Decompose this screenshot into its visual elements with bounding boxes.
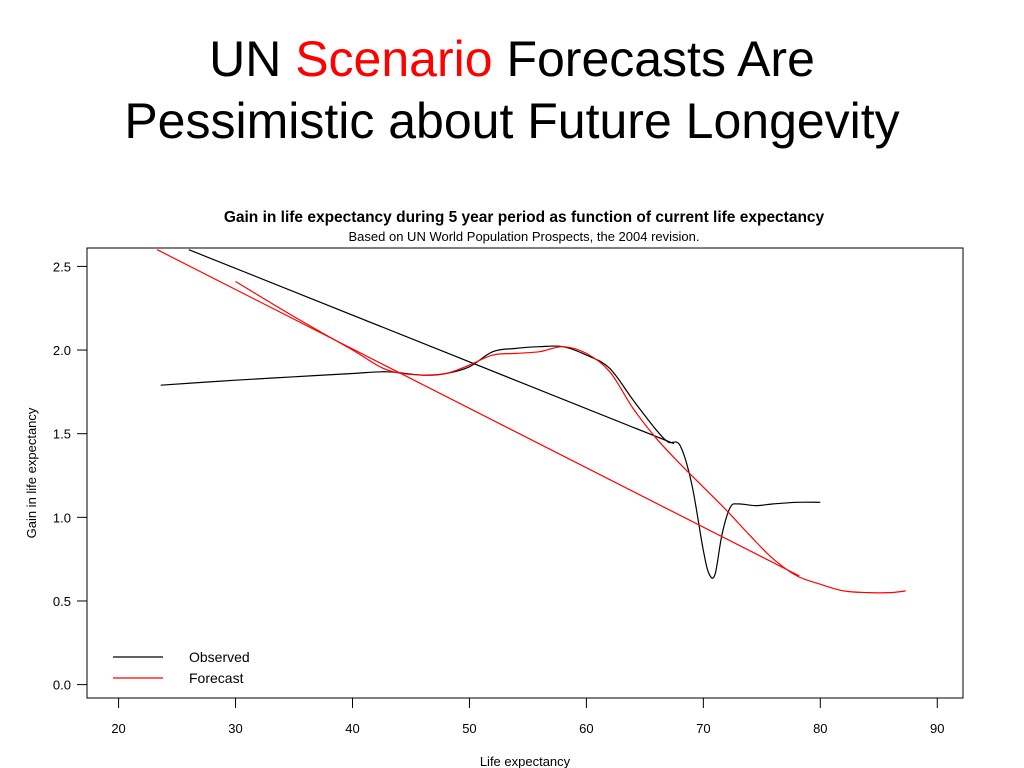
title-part1: UN	[209, 31, 296, 87]
title-part2: Forecasts Are	[492, 31, 815, 87]
y-tick-label: 2.0	[53, 343, 71, 358]
title-accent-word: Scenario	[295, 31, 493, 87]
y-tick-label: 0.0	[53, 678, 71, 693]
legend-label: Forecast	[189, 670, 244, 686]
x-axis-label: Life expectancy	[480, 754, 571, 768]
observed-smooth-line	[160, 345, 821, 579]
legend: Observed Forecast	[113, 649, 250, 686]
observed-straight-line	[188, 249, 675, 445]
x-tick-label: 40	[345, 721, 359, 736]
y-tick-label: 0.5	[53, 594, 71, 609]
y-tick-label: 1.0	[53, 510, 71, 525]
legend-label: Observed	[189, 649, 250, 665]
chart-subtitle: Based on UN World Population Prospects, …	[349, 229, 700, 244]
x-tick-label: 50	[462, 721, 476, 736]
y-axis-label: Gain in life expectancy	[24, 407, 39, 538]
y-tick-label: 1.5	[53, 427, 71, 442]
x-tick-label: 80	[813, 721, 827, 736]
plot-frame	[86, 247, 964, 699]
slide-title: UN Scenario Forecasts Are Pessimistic ab…	[0, 28, 1024, 152]
y-axis: 0.0 0.5 1.0 1.5 2.0 2.5	[53, 259, 87, 693]
x-tick-label: 30	[228, 721, 242, 736]
x-tick-label: 70	[696, 721, 710, 736]
forecast-straight-line	[156, 249, 800, 577]
series-layer	[156, 249, 906, 594]
x-axis: 20 30 40 50 60 70 80 90	[111, 698, 945, 736]
forecast-smooth-line	[235, 280, 906, 594]
slide-title-line1: UN Scenario Forecasts Are	[0, 28, 1024, 90]
x-tick-label: 60	[579, 721, 593, 736]
x-tick-label: 20	[111, 721, 125, 736]
chart-title: Gain in life expectancy during 5 year pe…	[224, 209, 825, 226]
y-tick-label: 2.5	[53, 259, 71, 274]
x-tick-label: 90	[930, 721, 944, 736]
slide-title-line2: Pessimistic about Future Longevity	[124, 93, 900, 149]
